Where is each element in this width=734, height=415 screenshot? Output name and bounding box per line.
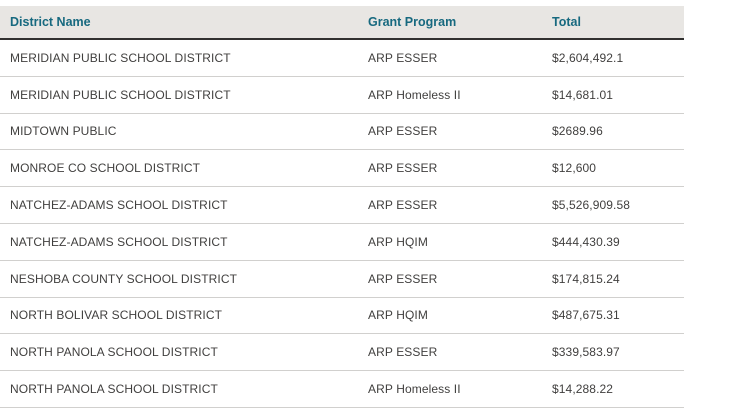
- table-row[interactable]: NORTH BOLIVAR SCHOOL DISTRICT ARP HQIM $…: [0, 297, 684, 335]
- cell-district-name: NORTH PANOLA SCHOOL DISTRICT: [10, 345, 218, 360]
- cell-grant-program: ARP ESSER: [368, 124, 438, 139]
- cell-total: $12,600: [552, 161, 597, 176]
- grants-table: District Name Grant Program Total MERIDI…: [0, 6, 684, 408]
- cell-total: $174,815.24: [552, 271, 620, 286]
- cell-total: $487,675.31: [552, 308, 620, 323]
- cell-total: $444,430.39: [552, 234, 620, 249]
- cell-district-name: MERIDIAN PUBLIC SCHOOL DISTRICT: [10, 87, 231, 102]
- table-row[interactable]: MERIDIAN PUBLIC SCHOOL DISTRICT ARP Home…: [0, 76, 684, 114]
- table-header-row: District Name Grant Program Total: [0, 6, 684, 40]
- cell-total: $2,604,492.1: [552, 50, 624, 65]
- column-header-total[interactable]: Total: [552, 15, 581, 29]
- table-row[interactable]: MIDTOWN PUBLIC ARP ESSER $2689.96: [0, 113, 684, 151]
- cell-total: $339,583.97: [552, 345, 620, 360]
- cell-grant-program: ARP ESSER: [368, 345, 438, 360]
- cell-total: $14,681.01: [552, 87, 614, 102]
- cell-district-name: MIDTOWN PUBLIC: [10, 124, 117, 139]
- cell-grant-program: ARP Homeless II: [368, 87, 461, 102]
- cell-grant-program: ARP ESSER: [368, 161, 438, 176]
- cell-district-name: NORTH PANOLA SCHOOL DISTRICT: [10, 382, 218, 397]
- table-row[interactable]: NATCHEZ-ADAMS SCHOOL DISTRICT ARP HQIM $…: [0, 223, 684, 261]
- cell-district-name: NORTH BOLIVAR SCHOOL DISTRICT: [10, 308, 223, 323]
- cell-total: $14,288.22: [552, 382, 614, 397]
- table-row[interactable]: NORTH PANOLA SCHOOL DISTRICT ARP Homeles…: [0, 371, 684, 408]
- cell-total: $5,526,909.58: [552, 198, 631, 213]
- cell-grant-program: ARP HQIM: [368, 234, 428, 249]
- column-header-grant-program[interactable]: Grant Program: [368, 15, 457, 29]
- table-row[interactable]: NATCHEZ-ADAMS SCHOOL DISTRICT ARP ESSER …: [0, 187, 684, 224]
- cell-district-name: NATCHEZ-ADAMS SCHOOL DISTRICT: [10, 198, 228, 213]
- cell-grant-program: ARP ESSER: [368, 271, 438, 286]
- table-row[interactable]: MERIDIAN PUBLIC SCHOOL DISTRICT ARP ESSE…: [0, 40, 684, 77]
- table-row[interactable]: NORTH PANOLA SCHOOL DISTRICT ARP ESSER $…: [0, 334, 684, 372]
- table-row[interactable]: NESHOBA COUNTY SCHOOL DISTRICT ARP ESSER…: [0, 260, 684, 298]
- cell-grant-program: ARP HQIM: [368, 308, 428, 323]
- cell-district-name: NATCHEZ-ADAMS SCHOOL DISTRICT: [10, 234, 228, 249]
- cell-total: $2689.96: [552, 124, 603, 139]
- cell-district-name: NESHOBA COUNTY SCHOOL DISTRICT: [10, 271, 238, 286]
- cell-district-name: MERIDIAN PUBLIC SCHOOL DISTRICT: [10, 50, 231, 65]
- cell-grant-program: ARP ESSER: [368, 50, 438, 65]
- table-row[interactable]: MONROE CO SCHOOL DISTRICT ARP ESSER $12,…: [0, 150, 684, 188]
- table-body: MERIDIAN PUBLIC SCHOOL DISTRICT ARP ESSE…: [0, 40, 684, 408]
- cell-grant-program: ARP ESSER: [368, 198, 438, 213]
- cell-district-name: MONROE CO SCHOOL DISTRICT: [10, 161, 201, 176]
- column-header-district-name[interactable]: District Name: [10, 15, 91, 29]
- cell-grant-program: ARP Homeless II: [368, 382, 461, 397]
